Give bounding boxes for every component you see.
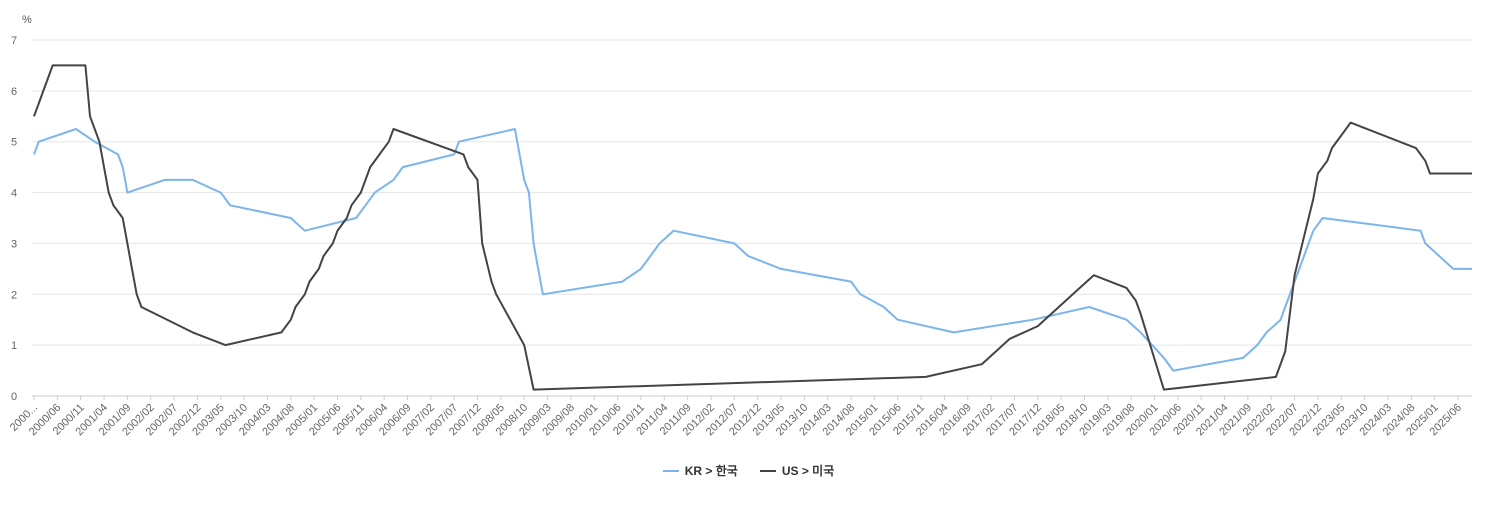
y-axis-ticks: 0 1 2 3 4 5 6 7 — [11, 35, 17, 403]
series-line-kr[interactable] — [33, 128, 1472, 372]
y-tick-label: 7 — [11, 35, 17, 47]
y-tick-label: 2 — [11, 289, 17, 301]
line-chart: % 0 1 2 3 4 5 6 7 2000...2000/062000/112001/042… — [8, 14, 1472, 438]
series-line-us[interactable] — [33, 64, 1472, 391]
y-tick-label: 3 — [11, 238, 17, 250]
legend-item-us[interactable]: US > 미국 — [759, 462, 835, 479]
legend-swatch-kr — [662, 469, 679, 472]
x-axis-ticks: 2000...2000/062000/112001/042001/092002/… — [8, 396, 1464, 438]
y-unit-label: % — [22, 14, 32, 26]
legend-label-kr: KR > 한국 — [684, 464, 738, 478]
gridlines — [32, 39, 1472, 397]
y-tick-label: 4 — [11, 188, 17, 200]
y-tick-label: 1 — [11, 340, 17, 352]
y-tick-label: 6 — [11, 86, 17, 98]
series-lines — [33, 64, 1472, 391]
legend-swatch-us — [759, 469, 776, 472]
legend-item-kr[interactable]: KR > 한국 — [662, 462, 738, 479]
legend: KR > 한국 US > 미국 — [0, 462, 1497, 479]
legend-label-us: US > 미국 — [781, 464, 835, 478]
y-tick-label: 0 — [11, 391, 17, 403]
y-tick-label: 5 — [11, 137, 17, 149]
